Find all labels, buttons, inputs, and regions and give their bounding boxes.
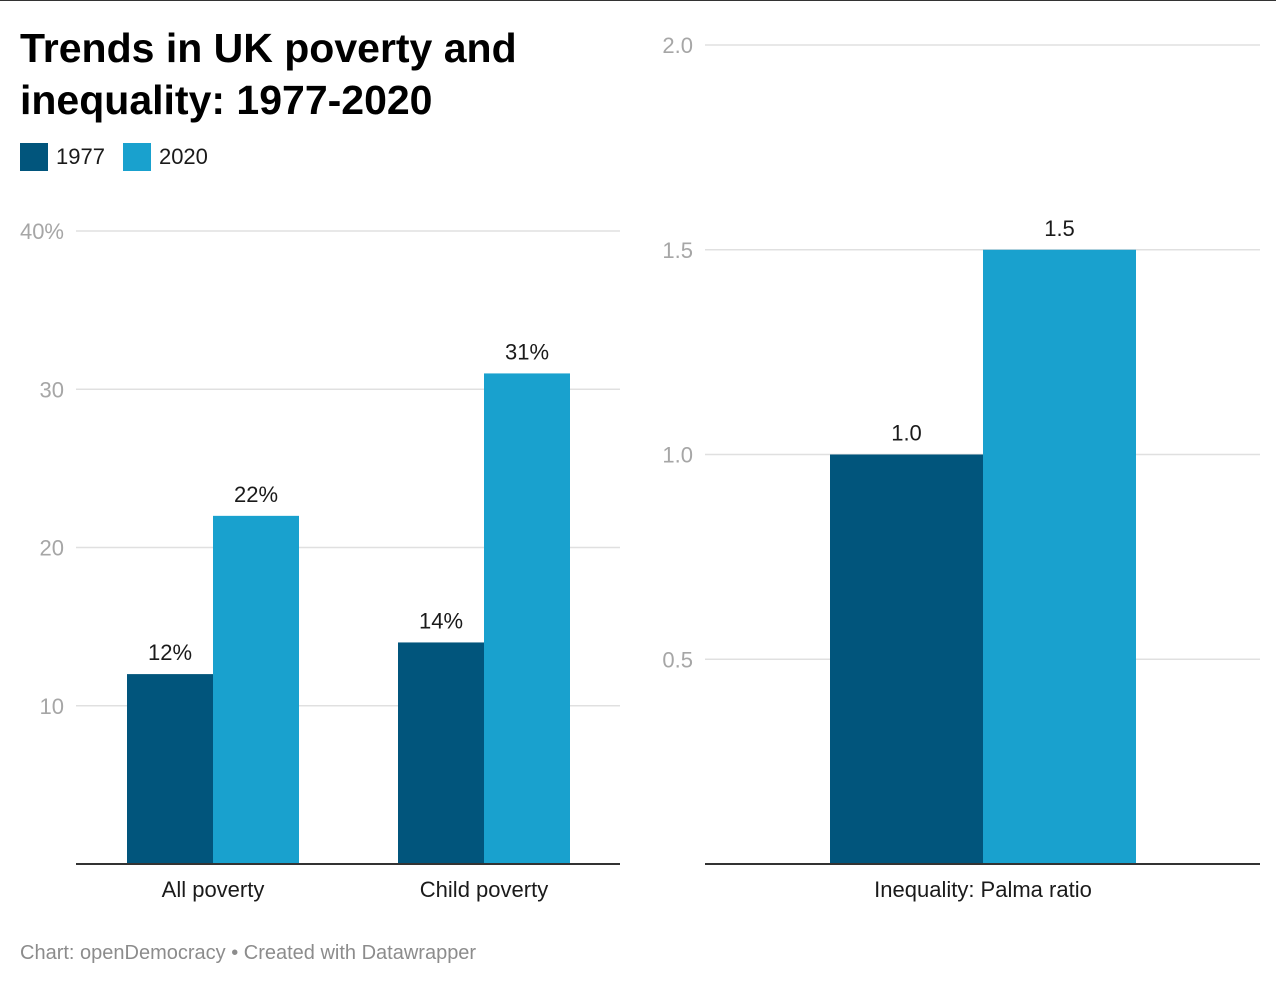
legend: 1977 2020 xyxy=(20,142,226,172)
bar-1977-inequality-palma-ratio xyxy=(830,454,983,864)
y-tick-label: 20 xyxy=(40,536,64,561)
legend-item-1977: 1977 xyxy=(20,143,105,171)
x-category-label: Child poverty xyxy=(420,877,548,902)
legend-item-2020: 2020 xyxy=(122,143,208,171)
data-label: 1.5 xyxy=(1044,216,1075,241)
chart-title: Trends in UK poverty and inequality: 197… xyxy=(20,22,620,126)
top-border xyxy=(0,0,1276,1)
x-category-label: All poverty xyxy=(162,877,265,902)
bar-1977-child-poverty xyxy=(398,642,484,864)
y-tick-label: 1.0 xyxy=(662,443,693,468)
data-label: 14% xyxy=(419,608,463,633)
data-label: 12% xyxy=(148,640,192,665)
legend-swatch-2020 xyxy=(122,143,151,171)
y-tick-label: 30 xyxy=(40,377,64,402)
bar-2020-all-poverty xyxy=(213,515,299,864)
data-label: 31% xyxy=(505,339,549,364)
chart-title-line-2: inequality: 1977-2020 xyxy=(20,77,433,123)
y-tick-label: 1.5 xyxy=(662,238,693,263)
chart-title-line-1: Trends in UK poverty and xyxy=(20,25,517,71)
y-tick-label: 10 xyxy=(40,694,64,719)
y-tick-label: 2.0 xyxy=(662,33,693,58)
y-tick-label: 0.5 xyxy=(662,647,693,672)
data-label: 22% xyxy=(234,482,278,507)
data-label: 1.0 xyxy=(891,421,922,446)
bar-2020-child-poverty xyxy=(484,373,570,864)
legend-label-1977: 1977 xyxy=(56,144,105,169)
chart-source-footer: Chart: openDemocracy • Created with Data… xyxy=(20,942,477,964)
legend-label-2020: 2020 xyxy=(158,144,208,169)
bar-1977-all-poverty xyxy=(127,674,213,864)
x-category-label: Inequality: Palma ratio xyxy=(874,877,1092,902)
bar-2020-inequality-palma-ratio xyxy=(983,249,1136,864)
y-tick-label: 40% xyxy=(20,219,64,244)
legend-swatch-1977 xyxy=(20,143,48,171)
